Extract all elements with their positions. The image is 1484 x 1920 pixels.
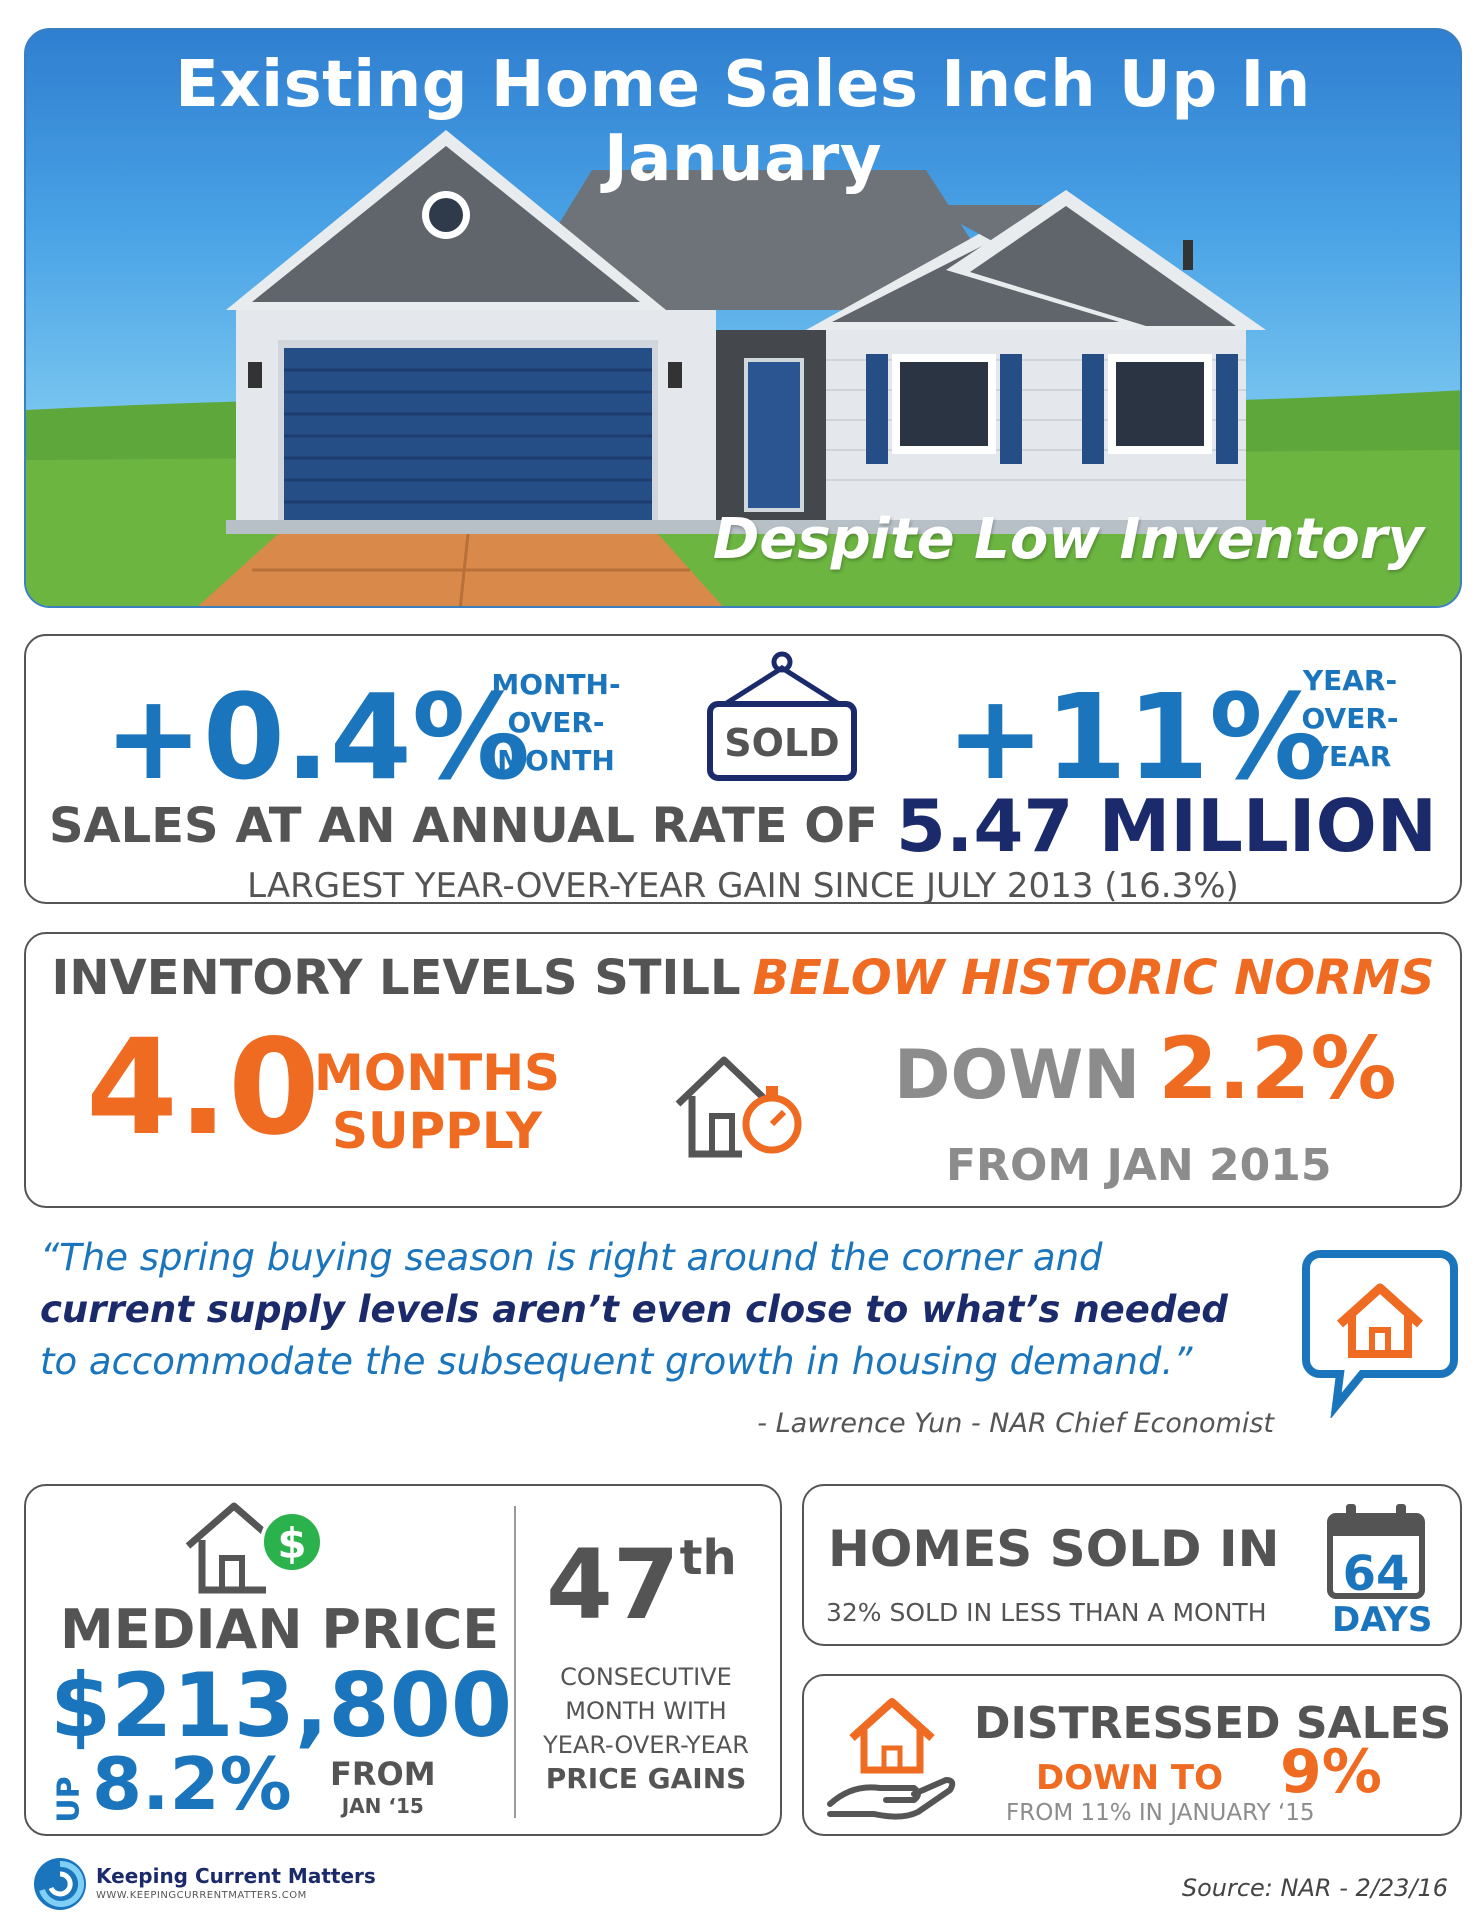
- months-supply-label: MONTHS SUPPLY: [314, 1044, 561, 1160]
- inventory-down-value: 2.2%: [1158, 1019, 1397, 1119]
- hero-banner: Existing Home Sales Inch Up In January D…: [24, 28, 1462, 608]
- quote-line-3: to accommodate the subsequent growth in …: [40, 1340, 1193, 1383]
- consecutive-months-label: CONSECUTIVE MONTH WITH YEAR-OVER-YEAR PR…: [543, 1663, 749, 1795]
- median-change-period: FROM JAN ‘15: [330, 1755, 436, 1818]
- sales-stats-panel: +0.4% MONTH- OVER- MONTH SOLD +11% YEAR-…: [24, 634, 1462, 906]
- sold-sign-text: SOLD: [724, 721, 839, 765]
- hand-house-icon: [827, 1698, 956, 1820]
- distressed-sales-period: FROM 11% IN JANUARY ‘15: [1006, 1800, 1315, 1826]
- distressed-sales-value: 9%: [1280, 1737, 1382, 1807]
- inventory-down-word: DOWN: [894, 1036, 1141, 1115]
- consecutive-months-value: 47th: [546, 1529, 737, 1641]
- median-change-value: 8.2%: [92, 1742, 292, 1826]
- page-title: Existing Home Sales Inch Up In January: [175, 48, 1311, 196]
- days-on-market-panel: HOMES SOLD IN 32% SOLD IN LESS THAN A MO…: [802, 1484, 1462, 1646]
- median-up-label: UP: [51, 1776, 87, 1823]
- days-on-market-unit: DAYS: [1332, 1600, 1433, 1640]
- source-note: Source: NAR - 2/23/16: [1181, 1874, 1448, 1902]
- house-dollar-icon: $: [185, 1502, 324, 1594]
- median-price-panel: $ MEDIAN PRICE $213,800 UP 8.2% FROM JAN…: [24, 1484, 782, 1836]
- inventory-panel: INVENTORY LEVELS STILL BELOW HISTORIC NOR…: [24, 932, 1462, 1208]
- inventory-down-period: FROM JAN 2015: [946, 1140, 1332, 1191]
- annual-rate-value: 5.47 MILLION: [895, 784, 1438, 868]
- sold-sign-icon: SOLD: [707, 651, 857, 781]
- largest-gain-note: LARGEST YEAR-OVER-YEAR GAIN SINCE JULY 2…: [247, 866, 1239, 906]
- median-price-value: $213,800: [50, 1654, 513, 1757]
- inventory-change-row: DOWN 2.2%: [894, 1026, 1397, 1112]
- logo-name: Keeping Current Matters: [96, 1864, 376, 1888]
- quote-block: “The spring buying season is right aroun…: [40, 1232, 1290, 1388]
- logo-url: WWW.KEEPINGCURRENTMATTERS.COM: [96, 1890, 307, 1901]
- inventory-heading-highlight: BELOW HISTORIC NORMS: [752, 950, 1435, 1006]
- days-on-market-value: 64: [1342, 1546, 1410, 1602]
- quote-line-1: “The spring buying season is right aroun…: [40, 1236, 1103, 1279]
- yoy-label: YEAR- OVER- YEAR: [1301, 664, 1399, 773]
- median-price-title: MEDIAN PRICE: [60, 1598, 500, 1661]
- svg-text:$: $: [277, 1519, 306, 1568]
- distressed-down-label: DOWN TO: [1036, 1758, 1224, 1798]
- distressed-sales-title: DISTRESSED SALES: [974, 1698, 1452, 1749]
- distressed-sales-panel: DISTRESSED SALES DOWN TO 9% FROM 11% IN …: [802, 1674, 1462, 1836]
- speech-bubble-house-icon: [1302, 1250, 1458, 1418]
- quote-author: - Lawrence Yun - NAR Chief Economist: [757, 1408, 1274, 1439]
- mom-value: +0.4%: [104, 668, 531, 806]
- kcm-logo-icon: [34, 1858, 86, 1910]
- house-timer-icon: [675, 1056, 802, 1158]
- days-on-market-title: HOMES SOLD IN: [828, 1520, 1280, 1578]
- calendar-icon: [1327, 1504, 1425, 1599]
- hero-subtitle: Despite Low Inventory: [712, 507, 1424, 572]
- inventory-heading-text: INVENTORY LEVELS STILL: [51, 950, 741, 1006]
- yoy-value: +11%: [946, 668, 1328, 806]
- days-on-market-subtitle: 32% SOLD IN LESS THAN A MONTH: [826, 1598, 1267, 1627]
- months-supply-value: 4.0: [86, 1011, 320, 1165]
- inventory-heading: INVENTORY LEVELS STILL BELOW HISTORIC NOR…: [26, 950, 1460, 1006]
- mom-label: MONTH- OVER- MONTH: [491, 668, 621, 777]
- quote-line-2: current supply levels aren’t even close …: [40, 1288, 1228, 1331]
- house-illustration: [26, 130, 1460, 606]
- annual-rate-row: SALES AT AN ANNUAL RATE OF 5.47 MILLION: [26, 784, 1460, 868]
- annual-rate-label: SALES AT AN ANNUAL RATE OF: [48, 798, 878, 854]
- median-divider: [514, 1506, 516, 1818]
